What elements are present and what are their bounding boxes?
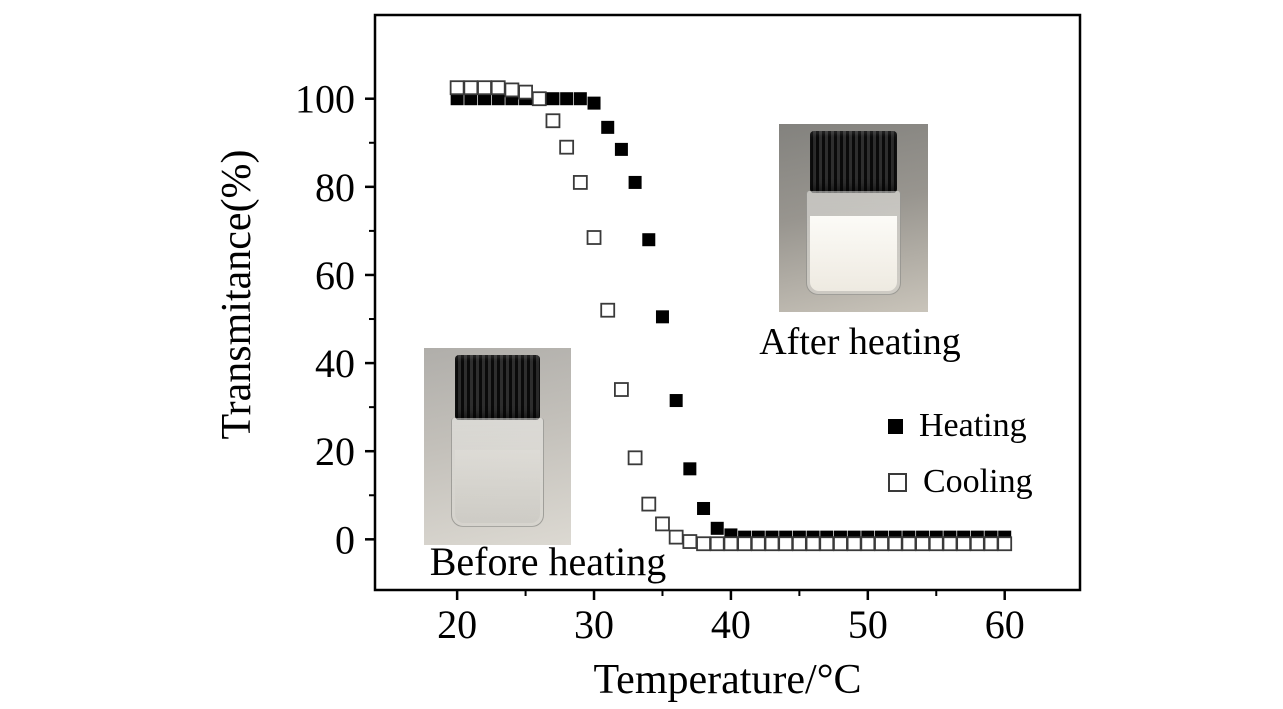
data-point-heating bbox=[697, 501, 711, 515]
data-point-cooling bbox=[956, 536, 972, 552]
data-point-heating bbox=[546, 92, 560, 106]
legend-label-cooling: Cooling bbox=[923, 463, 1033, 500]
data-point-cooling bbox=[901, 536, 917, 552]
filled-square-marker-icon bbox=[888, 418, 903, 434]
data-point-heating bbox=[710, 521, 724, 535]
data-point-cooling bbox=[969, 536, 985, 552]
vial-cap bbox=[454, 355, 541, 420]
after-heating-label: After heating bbox=[759, 321, 961, 363]
data-point-cooling bbox=[531, 91, 547, 107]
data-point-heating bbox=[491, 92, 505, 106]
data-point-cooling bbox=[778, 536, 794, 552]
data-point-heating bbox=[655, 310, 669, 324]
data-point-cooling bbox=[641, 496, 657, 512]
data-point-cooling bbox=[559, 139, 575, 155]
data-point-cooling bbox=[586, 230, 602, 245]
vial-cap bbox=[810, 131, 897, 194]
data-point-heating bbox=[683, 462, 697, 476]
data-point-heating bbox=[642, 233, 656, 247]
vial-body bbox=[450, 418, 545, 528]
data-point-cooling bbox=[737, 536, 753, 552]
data-point-heating bbox=[560, 92, 574, 106]
data-point-cooling bbox=[614, 382, 629, 397]
data-point-cooling bbox=[572, 175, 588, 190]
data-point-cooling bbox=[874, 536, 889, 552]
vial-liquid-milky bbox=[810, 215, 897, 292]
data-point-cooling bbox=[983, 536, 999, 552]
plot-frame bbox=[373, 13, 1082, 592]
legend-item-heating: Heating bbox=[888, 398, 1033, 454]
data-point-cooling bbox=[928, 536, 944, 552]
y-tick-label: 60 bbox=[315, 253, 355, 298]
data-point-cooling bbox=[490, 80, 506, 96]
data-point-cooling bbox=[627, 450, 643, 466]
data-point-cooling bbox=[518, 84, 533, 100]
data-point-cooling bbox=[805, 536, 821, 552]
x-tick-label: 40 bbox=[711, 602, 751, 647]
data-point-heating bbox=[669, 394, 683, 408]
x-tick-label: 20 bbox=[437, 602, 477, 647]
data-point-heating bbox=[614, 142, 628, 156]
data-point-cooling bbox=[655, 516, 670, 532]
y-tick-label: 100 bbox=[295, 77, 355, 122]
data-point-cooling bbox=[942, 536, 958, 552]
data-point-cooling bbox=[750, 536, 766, 552]
data-point-cooling bbox=[696, 536, 711, 552]
data-point-heating bbox=[628, 175, 642, 189]
data-point-heating bbox=[573, 92, 587, 106]
data-point-cooling bbox=[833, 536, 848, 552]
data-point-heating bbox=[478, 92, 492, 106]
x-tick-label: 60 bbox=[985, 602, 1025, 647]
data-point-cooling bbox=[545, 113, 561, 129]
data-point-cooling bbox=[819, 536, 835, 552]
vial-liquid-clear bbox=[454, 449, 541, 524]
data-point-cooling bbox=[887, 536, 903, 552]
data-point-heating bbox=[450, 92, 464, 106]
y-tick-label: 0 bbox=[335, 517, 355, 562]
data-point-cooling bbox=[764, 536, 780, 552]
legend-label-heating: Heating bbox=[919, 407, 1027, 444]
data-point-heating bbox=[587, 96, 601, 110]
data-point-cooling bbox=[709, 536, 725, 552]
after-heating-photo bbox=[779, 124, 928, 312]
x-tick-label: 50 bbox=[848, 602, 888, 647]
data-point-cooling bbox=[504, 82, 520, 98]
data-point-cooling bbox=[997, 536, 1013, 552]
y-tick-label: 40 bbox=[315, 341, 355, 386]
y-tick-label: 20 bbox=[315, 429, 355, 474]
y-axis-title: Transmitance(%) bbox=[214, 149, 260, 439]
x-axis-title: Temperature/°C bbox=[593, 657, 861, 703]
data-point-heating bbox=[601, 120, 615, 134]
data-point-cooling bbox=[477, 80, 492, 96]
legend: Heating Cooling bbox=[888, 398, 1033, 510]
open-square-marker-icon bbox=[888, 472, 907, 492]
data-point-cooling bbox=[600, 302, 616, 318]
data-point-cooling bbox=[449, 80, 465, 96]
data-point-cooling bbox=[860, 536, 876, 552]
data-point-cooling bbox=[791, 536, 807, 552]
legend-item-cooling: Cooling bbox=[888, 454, 1033, 510]
data-point-cooling bbox=[915, 536, 930, 552]
data-point-cooling bbox=[463, 80, 479, 96]
data-point-cooling bbox=[846, 536, 862, 552]
data-point-cooling bbox=[723, 536, 739, 552]
data-point-heating bbox=[464, 92, 478, 106]
vial-body bbox=[806, 191, 901, 296]
before-heating-photo bbox=[424, 348, 571, 545]
y-tick-label: 80 bbox=[315, 165, 355, 210]
x-tick-label: 30 bbox=[574, 602, 614, 647]
before-heating-label: Before heating bbox=[429, 539, 667, 584]
